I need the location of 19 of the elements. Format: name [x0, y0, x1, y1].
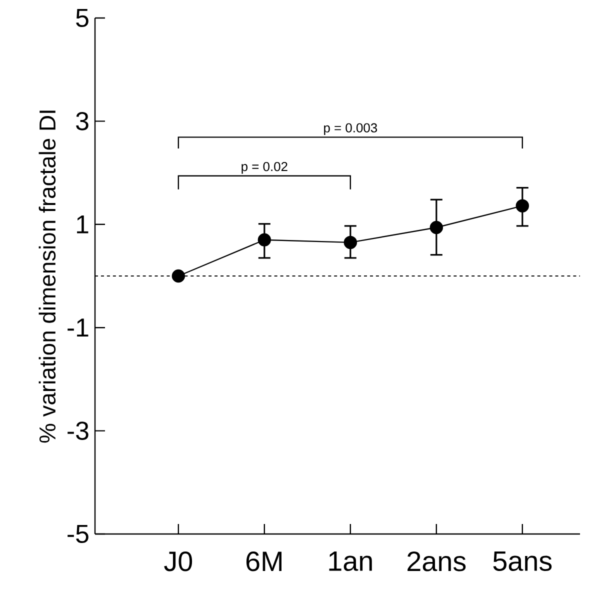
y-tick-label: 1 — [77, 215, 88, 234]
annotation: p = 0.003 — [324, 123, 378, 135]
x-tick-label: J0 — [164, 552, 192, 572]
x-tick-label: 1an — [329, 552, 372, 571]
y-tick-label: 5 — [76, 8, 88, 28]
y-tick-label: -5 — [68, 524, 88, 544]
x-tick-label: 5ans — [493, 552, 552, 571]
point — [344, 236, 358, 250]
point — [516, 199, 529, 212]
x-tick-label: 2ans — [408, 552, 466, 572]
x-tick-label: 6M — [246, 552, 282, 572]
y-tick-label: 3 — [76, 112, 88, 130]
point — [172, 269, 186, 283]
annotation: p = 0.02 — [242, 162, 288, 174]
point — [430, 220, 443, 234]
y-axis-title: % variation dimension fractale DI — [38, 110, 56, 443]
point — [258, 233, 272, 246]
y-tick-label: -3 — [68, 422, 88, 440]
y-tick-label: -1 — [68, 318, 88, 337]
